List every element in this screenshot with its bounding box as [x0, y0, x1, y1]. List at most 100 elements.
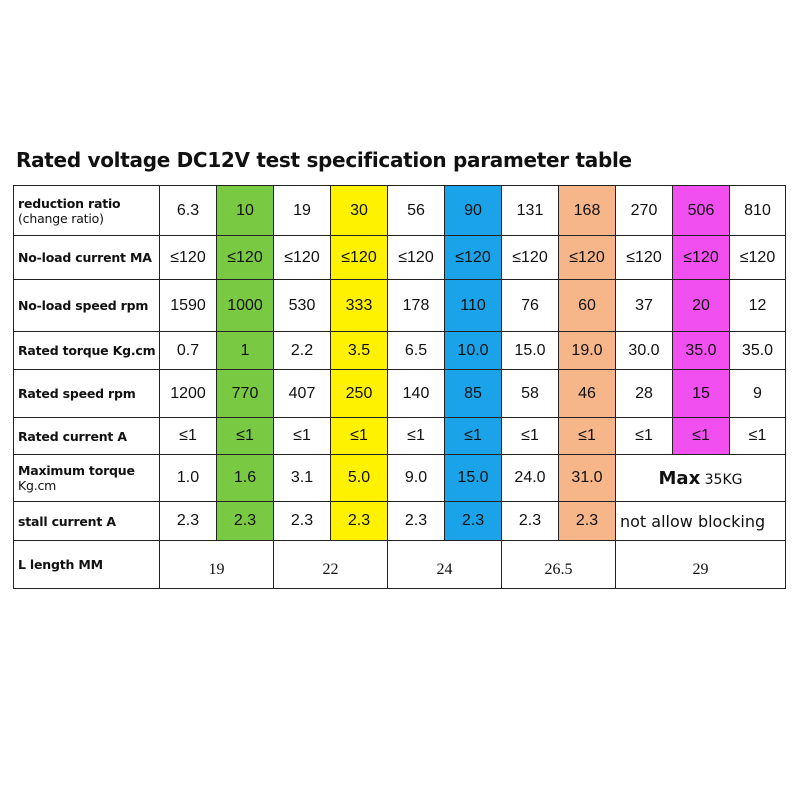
- cell-max-torque: 24.0: [501, 454, 559, 502]
- row-label-no-load-current: No-load current MA: [13, 235, 160, 280]
- row-label-text: Rated current A: [18, 428, 127, 444]
- row-label-max-torque: Maximum torque Kg.cm: [13, 454, 160, 502]
- cell-no-load-current: ≤120: [216, 235, 274, 280]
- cell-rated-current: ≤1: [444, 417, 502, 455]
- table-row: Rated speed rpm 1200 770 407 250 140 85 58 46 28 1…: [13, 369, 786, 418]
- cell-reduction-ratio: 10: [216, 185, 274, 236]
- cell-rated-current: ≤1: [387, 417, 445, 455]
- cell-no-load-speed: 37: [615, 279, 673, 332]
- table-row: Maximum torque Kg.cm 1.0 1.6 3.1 5.0 9.0 15.0 24…: [13, 454, 786, 502]
- cell-rated-speed: 407: [273, 369, 331, 418]
- cell-rated-torque: 30.0: [615, 331, 673, 370]
- table-row: reduction ratio (change ratio) 6.3 10 19 30 56…: [13, 185, 786, 236]
- cell-max-torque: 1.6: [216, 454, 274, 502]
- cell-no-load-current: ≤120: [159, 235, 217, 280]
- cell-rated-torque: 10.0: [444, 331, 502, 370]
- cell-no-load-current: ≤120: [330, 235, 388, 280]
- cell-reduction-ratio: 56: [387, 185, 445, 236]
- cell-length: 29: [615, 540, 786, 589]
- row-label-text: Rated speed rpm: [18, 386, 136, 401]
- row-label-reduction-ratio: reduction ratio (change ratio): [13, 185, 160, 236]
- cell-reduction-ratio: 168: [558, 185, 616, 236]
- max-label: Max: [658, 467, 701, 489]
- cell-rated-speed: 9: [729, 369, 786, 418]
- cell-reduction-ratio: 810: [729, 185, 786, 236]
- row-label-subtext: Kg.cm: [18, 478, 57, 493]
- row-label-text: Rated torque Kg.cm: [18, 343, 156, 358]
- cell-rated-current: ≤1: [159, 417, 217, 455]
- table-row: stall current A 2.3 2.3 2.3 2.3 2.3 2.3 2.3 2.3 n…: [13, 501, 786, 541]
- cell-stall-current: 2.3: [330, 501, 388, 541]
- cell-rated-speed: 15: [672, 369, 730, 418]
- cell-max-torque: 15.0: [444, 454, 502, 502]
- cell-reduction-ratio: 19: [273, 185, 331, 236]
- cell-rated-torque: 35.0: [729, 331, 786, 370]
- row-label-text: No-load speed rpm: [18, 298, 149, 313]
- row-label-no-load-speed: No-load speed rpm: [13, 279, 160, 332]
- row-label-text: stall current A: [18, 513, 116, 529]
- row-label-text: L length MM: [18, 557, 103, 572]
- cell-reduction-ratio: 6.3: [159, 185, 217, 236]
- cell-rated-torque: 1: [216, 331, 274, 370]
- cell-stall-merged: not allow blocking: [615, 501, 786, 541]
- row-label-text: reduction ratio: [18, 195, 121, 211]
- table-title: Rated voltage DC12V test specification p…: [16, 148, 632, 172]
- max-value: 35KG: [700, 471, 743, 488]
- cell-reduction-ratio: 90: [444, 185, 502, 236]
- row-label-rated-torque: Rated torque Kg.cm: [13, 331, 160, 370]
- cell-rated-speed: 140: [387, 369, 445, 418]
- cell-max-torque: 9.0: [387, 454, 445, 502]
- cell-rated-torque: 35.0: [672, 331, 730, 370]
- cell-no-load-current: ≤120: [672, 235, 730, 280]
- cell-no-load-speed: 60: [558, 279, 616, 332]
- cell-rated-current: ≤1: [273, 417, 331, 455]
- cell-max-torque: 1.0: [159, 454, 217, 502]
- cell-rated-torque: 0.7: [159, 331, 217, 370]
- cell-rated-current: ≤1: [558, 417, 616, 455]
- row-label-rated-speed: Rated speed rpm: [13, 369, 160, 418]
- cell-rated-current: ≤1: [501, 417, 559, 455]
- cell-no-load-current: ≤120: [729, 235, 786, 280]
- cell-no-load-speed: 333: [330, 279, 388, 332]
- cell-stall-current: 2.3: [444, 501, 502, 541]
- cell-rated-torque: 15.0: [501, 331, 559, 370]
- cell-rated-torque: 19.0: [558, 331, 616, 370]
- cell-rated-speed: 85: [444, 369, 502, 418]
- table-row: L length MM 19 22 24 26.5 29: [13, 540, 786, 589]
- table-row: No-load current MA ≤120 ≤120 ≤120 ≤120 ≤120 ≤1…: [13, 235, 786, 280]
- cell-stall-current: 2.3: [216, 501, 274, 541]
- cell-reduction-ratio: 30: [330, 185, 388, 236]
- cell-no-load-speed: 1590: [159, 279, 217, 332]
- row-label-length: L length MM: [13, 540, 160, 589]
- cell-no-load-current: ≤120: [615, 235, 673, 280]
- cell-no-load-speed: 12: [729, 279, 786, 332]
- cell-max-torque: 31.0: [558, 454, 616, 502]
- row-label-stall-current: stall current A: [13, 501, 160, 541]
- cell-rated-current: ≤1: [615, 417, 673, 455]
- cell-rated-speed: 770: [216, 369, 274, 418]
- table-row: Rated torque Kg.cm 0.7 1 2.2 3.5 6.5 10.0 15.0 1…: [13, 331, 786, 370]
- cell-rated-speed: 1200: [159, 369, 217, 418]
- cell-no-load-current: ≤120: [501, 235, 559, 280]
- cell-reduction-ratio: 270: [615, 185, 673, 236]
- cell-no-load-speed: 110: [444, 279, 502, 332]
- table-row: Rated current A ≤1 ≤1 ≤1 ≤1 ≤1 ≤1 ≤1 ≤1 ≤1 ≤1 ≤1: [13, 417, 786, 455]
- cell-no-load-speed: 76: [501, 279, 559, 332]
- cell-no-load-current: ≤120: [273, 235, 331, 280]
- cell-stall-current: 2.3: [159, 501, 217, 541]
- row-label-rated-current: Rated current A: [13, 417, 160, 455]
- cell-rated-speed: 58: [501, 369, 559, 418]
- cell-rated-speed: 46: [558, 369, 616, 418]
- row-label-text: No-load current MA: [18, 250, 152, 265]
- cell-rated-current: ≤1: [672, 417, 730, 455]
- cell-no-load-speed: 178: [387, 279, 445, 332]
- cell-no-load-speed: 20: [672, 279, 730, 332]
- table-row: No-load speed rpm 1590 1000 530 333 178 110 76 6…: [13, 279, 786, 332]
- cell-no-load-current: ≤120: [558, 235, 616, 280]
- cell-stall-current: 2.3: [558, 501, 616, 541]
- cell-length: 19: [159, 540, 274, 589]
- cell-max-torque: 3.1: [273, 454, 331, 502]
- cell-reduction-ratio: 131: [501, 185, 559, 236]
- cell-rated-speed: 250: [330, 369, 388, 418]
- cell-no-load-current: ≤120: [387, 235, 445, 280]
